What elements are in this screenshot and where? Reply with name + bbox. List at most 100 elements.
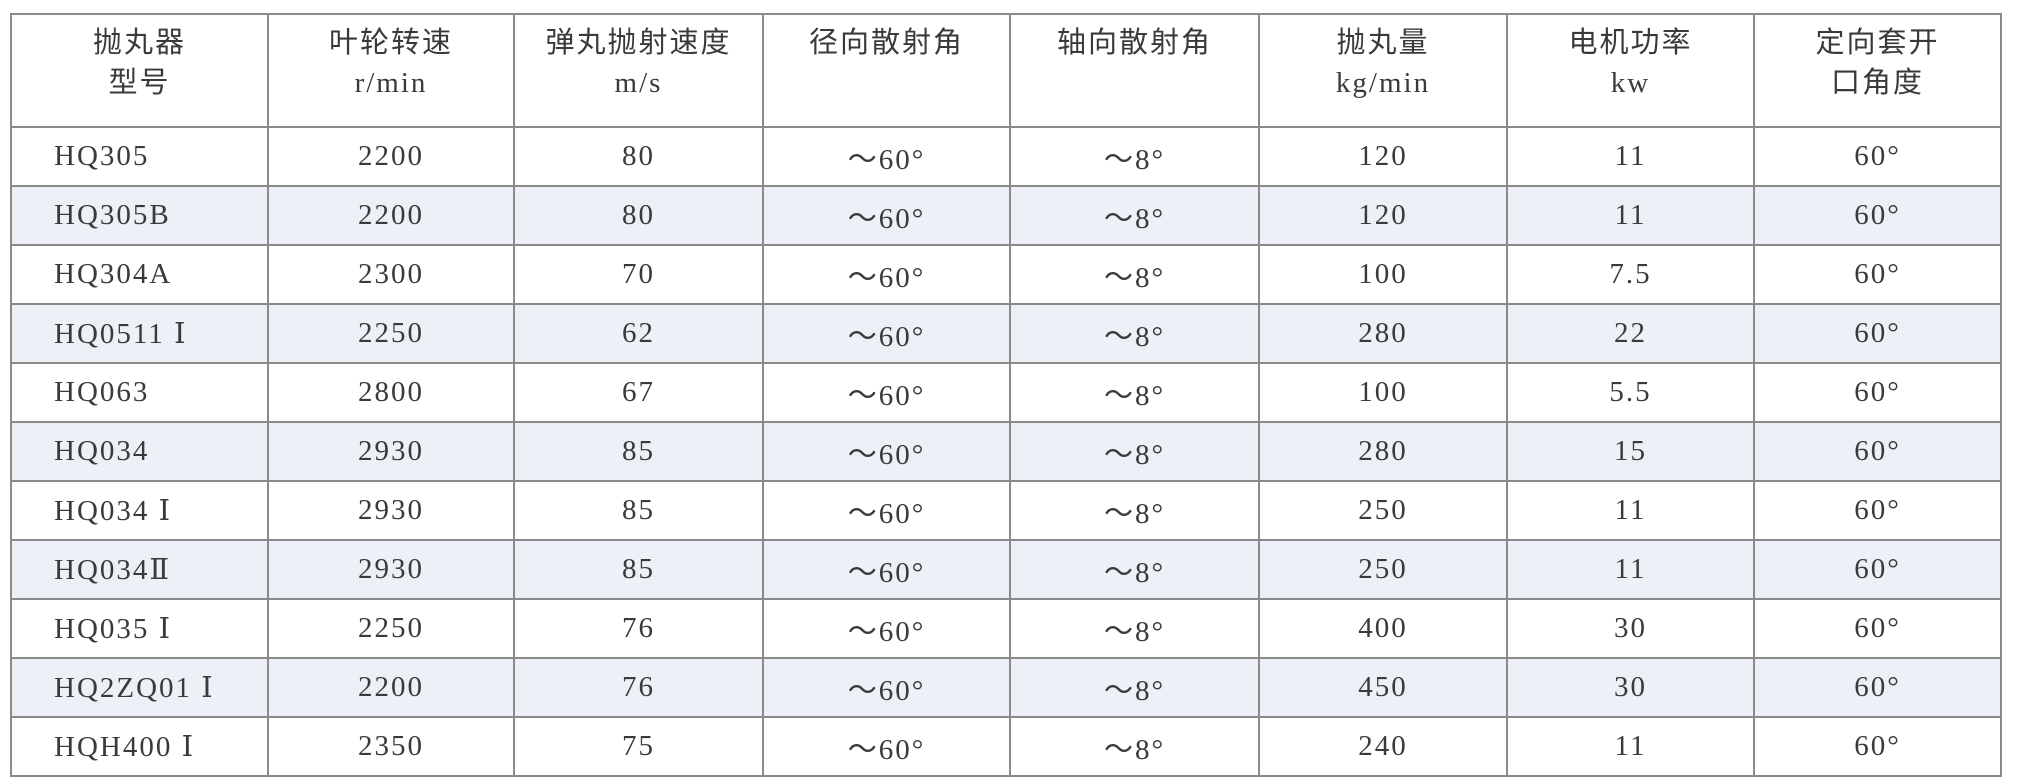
value-cell: 2200: [267, 185, 515, 246]
value-cell: 30: [1506, 657, 1755, 718]
value-cell: ～60°: [762, 480, 1011, 541]
value-cell: ～8°: [1009, 185, 1260, 246]
header-text: 轴向散射角: [1056, 27, 1212, 59]
value-cell: 15: [1506, 421, 1755, 482]
value-cell: 100: [1258, 362, 1508, 423]
header-text: 口角度: [1830, 67, 1924, 99]
header-cell: 定向套开 口角度: [1753, 13, 2002, 128]
table-row: HQ034Ⅱ 2930 85 ～60° ～8° 250 11 60°: [10, 539, 2002, 600]
header-cell: 抛丸器 型号: [10, 13, 269, 128]
header-cell: 径向散射角: [762, 13, 1011, 128]
model-cell: HQ063: [10, 362, 269, 423]
value-cell: ～8°: [1009, 126, 1260, 187]
header-text: m/s: [614, 67, 663, 99]
value-cell: 60°: [1753, 539, 2002, 600]
model-cell: HQ305: [10, 126, 269, 187]
header-text: 抛丸量: [1336, 27, 1430, 59]
table-row: HQ2ZQ01 Ⅰ 2200 76 ～60° ～8° 450 30 60°: [10, 657, 2002, 718]
header-text: 定向套开: [1815, 27, 1940, 59]
value-cell: ～60°: [762, 244, 1011, 305]
value-cell: 62: [513, 303, 764, 364]
value-cell: 30: [1506, 598, 1755, 659]
table-row: HQ034 2930 85 ～60° ～8° 280 15 60°: [10, 421, 2002, 482]
value-cell: 60°: [1753, 362, 2002, 423]
table-row: HQ305B 2200 80 ～60° ～8° 120 11 60°: [10, 185, 2002, 246]
value-cell: ～60°: [762, 657, 1011, 718]
model-cell: HQ0511 Ⅰ: [10, 303, 269, 364]
value-cell: ～8°: [1009, 598, 1260, 659]
table-row: HQ304A 2300 70 ～60° ～8° 100 7.5 60°: [10, 244, 2002, 305]
header-text: 抛丸器: [92, 27, 186, 59]
value-cell: 100: [1258, 244, 1508, 305]
value-cell: 240: [1258, 716, 1508, 777]
table-body: HQ305 2200 80 ～60° ～8° 120 11 60° HQ305B 2200 80 ～6…: [10, 126, 2002, 777]
value-cell: 2930: [267, 539, 515, 600]
value-cell: 250: [1258, 539, 1508, 600]
value-cell: ～60°: [762, 598, 1011, 659]
value-cell: 2250: [267, 598, 515, 659]
value-cell: 67: [513, 362, 764, 423]
header-cell: 叶轮转速 r/min: [267, 13, 515, 128]
value-cell: 2350: [267, 716, 515, 777]
value-cell: ～60°: [762, 362, 1011, 423]
spec-table: 抛丸器 型号 叶轮转速 r/min 弹丸抛射速度 m/s 径向散射角 轴向散射角 抛丸量 kg/m…: [10, 13, 2002, 777]
table-row: HQ035 Ⅰ 2250 76 ～60° ～8° 400 30 60°: [10, 598, 2002, 659]
model-cell: HQH400 Ⅰ: [10, 716, 269, 777]
header-cell: 抛丸量 kg/min: [1258, 13, 1508, 128]
value-cell: 120: [1258, 126, 1508, 187]
value-cell: 80: [513, 185, 764, 246]
value-cell: 60°: [1753, 657, 2002, 718]
model-cell: HQ035 Ⅰ: [10, 598, 269, 659]
value-cell: ～60°: [762, 303, 1011, 364]
value-cell: 70: [513, 244, 764, 305]
value-cell: 11: [1506, 716, 1755, 777]
value-cell: 60°: [1753, 716, 2002, 777]
header-text: 叶轮转速: [328, 27, 453, 59]
header-text: kg/min: [1335, 67, 1431, 99]
table-row: HQH400 Ⅰ 2350 75 ～60° ～8° 240 11 60°: [10, 716, 2002, 777]
value-cell: ～8°: [1009, 657, 1260, 718]
value-cell: ～8°: [1009, 362, 1260, 423]
table-row: HQ034 Ⅰ 2930 85 ～60° ～8° 250 11 60°: [10, 480, 2002, 541]
value-cell: 60°: [1753, 303, 2002, 364]
value-cell: 450: [1258, 657, 1508, 718]
value-cell: 22: [1506, 303, 1755, 364]
model-cell: HQ034 Ⅰ: [10, 480, 269, 541]
value-cell: 11: [1506, 126, 1755, 187]
value-cell: ～60°: [762, 185, 1011, 246]
value-cell: 7.5: [1506, 244, 1755, 305]
value-cell: 120: [1258, 185, 1508, 246]
value-cell: ～8°: [1009, 480, 1260, 541]
value-cell: 60°: [1753, 185, 2002, 246]
value-cell: ～8°: [1009, 421, 1260, 482]
value-cell: 76: [513, 657, 764, 718]
header-text: 型号: [108, 67, 171, 99]
value-cell: ～8°: [1009, 303, 1260, 364]
value-cell: 2930: [267, 421, 515, 482]
value-cell: ～8°: [1009, 539, 1260, 600]
header-cell: 轴向散射角: [1009, 13, 1260, 128]
value-cell: 2200: [267, 126, 515, 187]
value-cell: 5.5: [1506, 362, 1755, 423]
value-cell: 75: [513, 716, 764, 777]
header-cell: 弹丸抛射速度 m/s: [513, 13, 764, 128]
value-cell: 85: [513, 480, 764, 541]
header-row: 抛丸器 型号 叶轮转速 r/min 弹丸抛射速度 m/s 径向散射角 轴向散射角 抛丸量 kg/m…: [10, 13, 2002, 128]
model-cell: HQ305B: [10, 185, 269, 246]
value-cell: 2200: [267, 657, 515, 718]
value-cell: ～60°: [762, 126, 1011, 187]
value-cell: 2250: [267, 303, 515, 364]
value-cell: 85: [513, 539, 764, 600]
value-cell: 2300: [267, 244, 515, 305]
value-cell: 250: [1258, 480, 1508, 541]
value-cell: ～60°: [762, 716, 1011, 777]
header-text: 电机功率: [1568, 27, 1693, 59]
value-cell: 60°: [1753, 126, 2002, 187]
table-row: HQ063 2800 67 ～60° ～8° 100 5.5 60°: [10, 362, 2002, 423]
value-cell: ～8°: [1009, 244, 1260, 305]
value-cell: 280: [1258, 303, 1508, 364]
model-cell: HQ034: [10, 421, 269, 482]
value-cell: 60°: [1753, 480, 2002, 541]
model-cell: HQ304A: [10, 244, 269, 305]
